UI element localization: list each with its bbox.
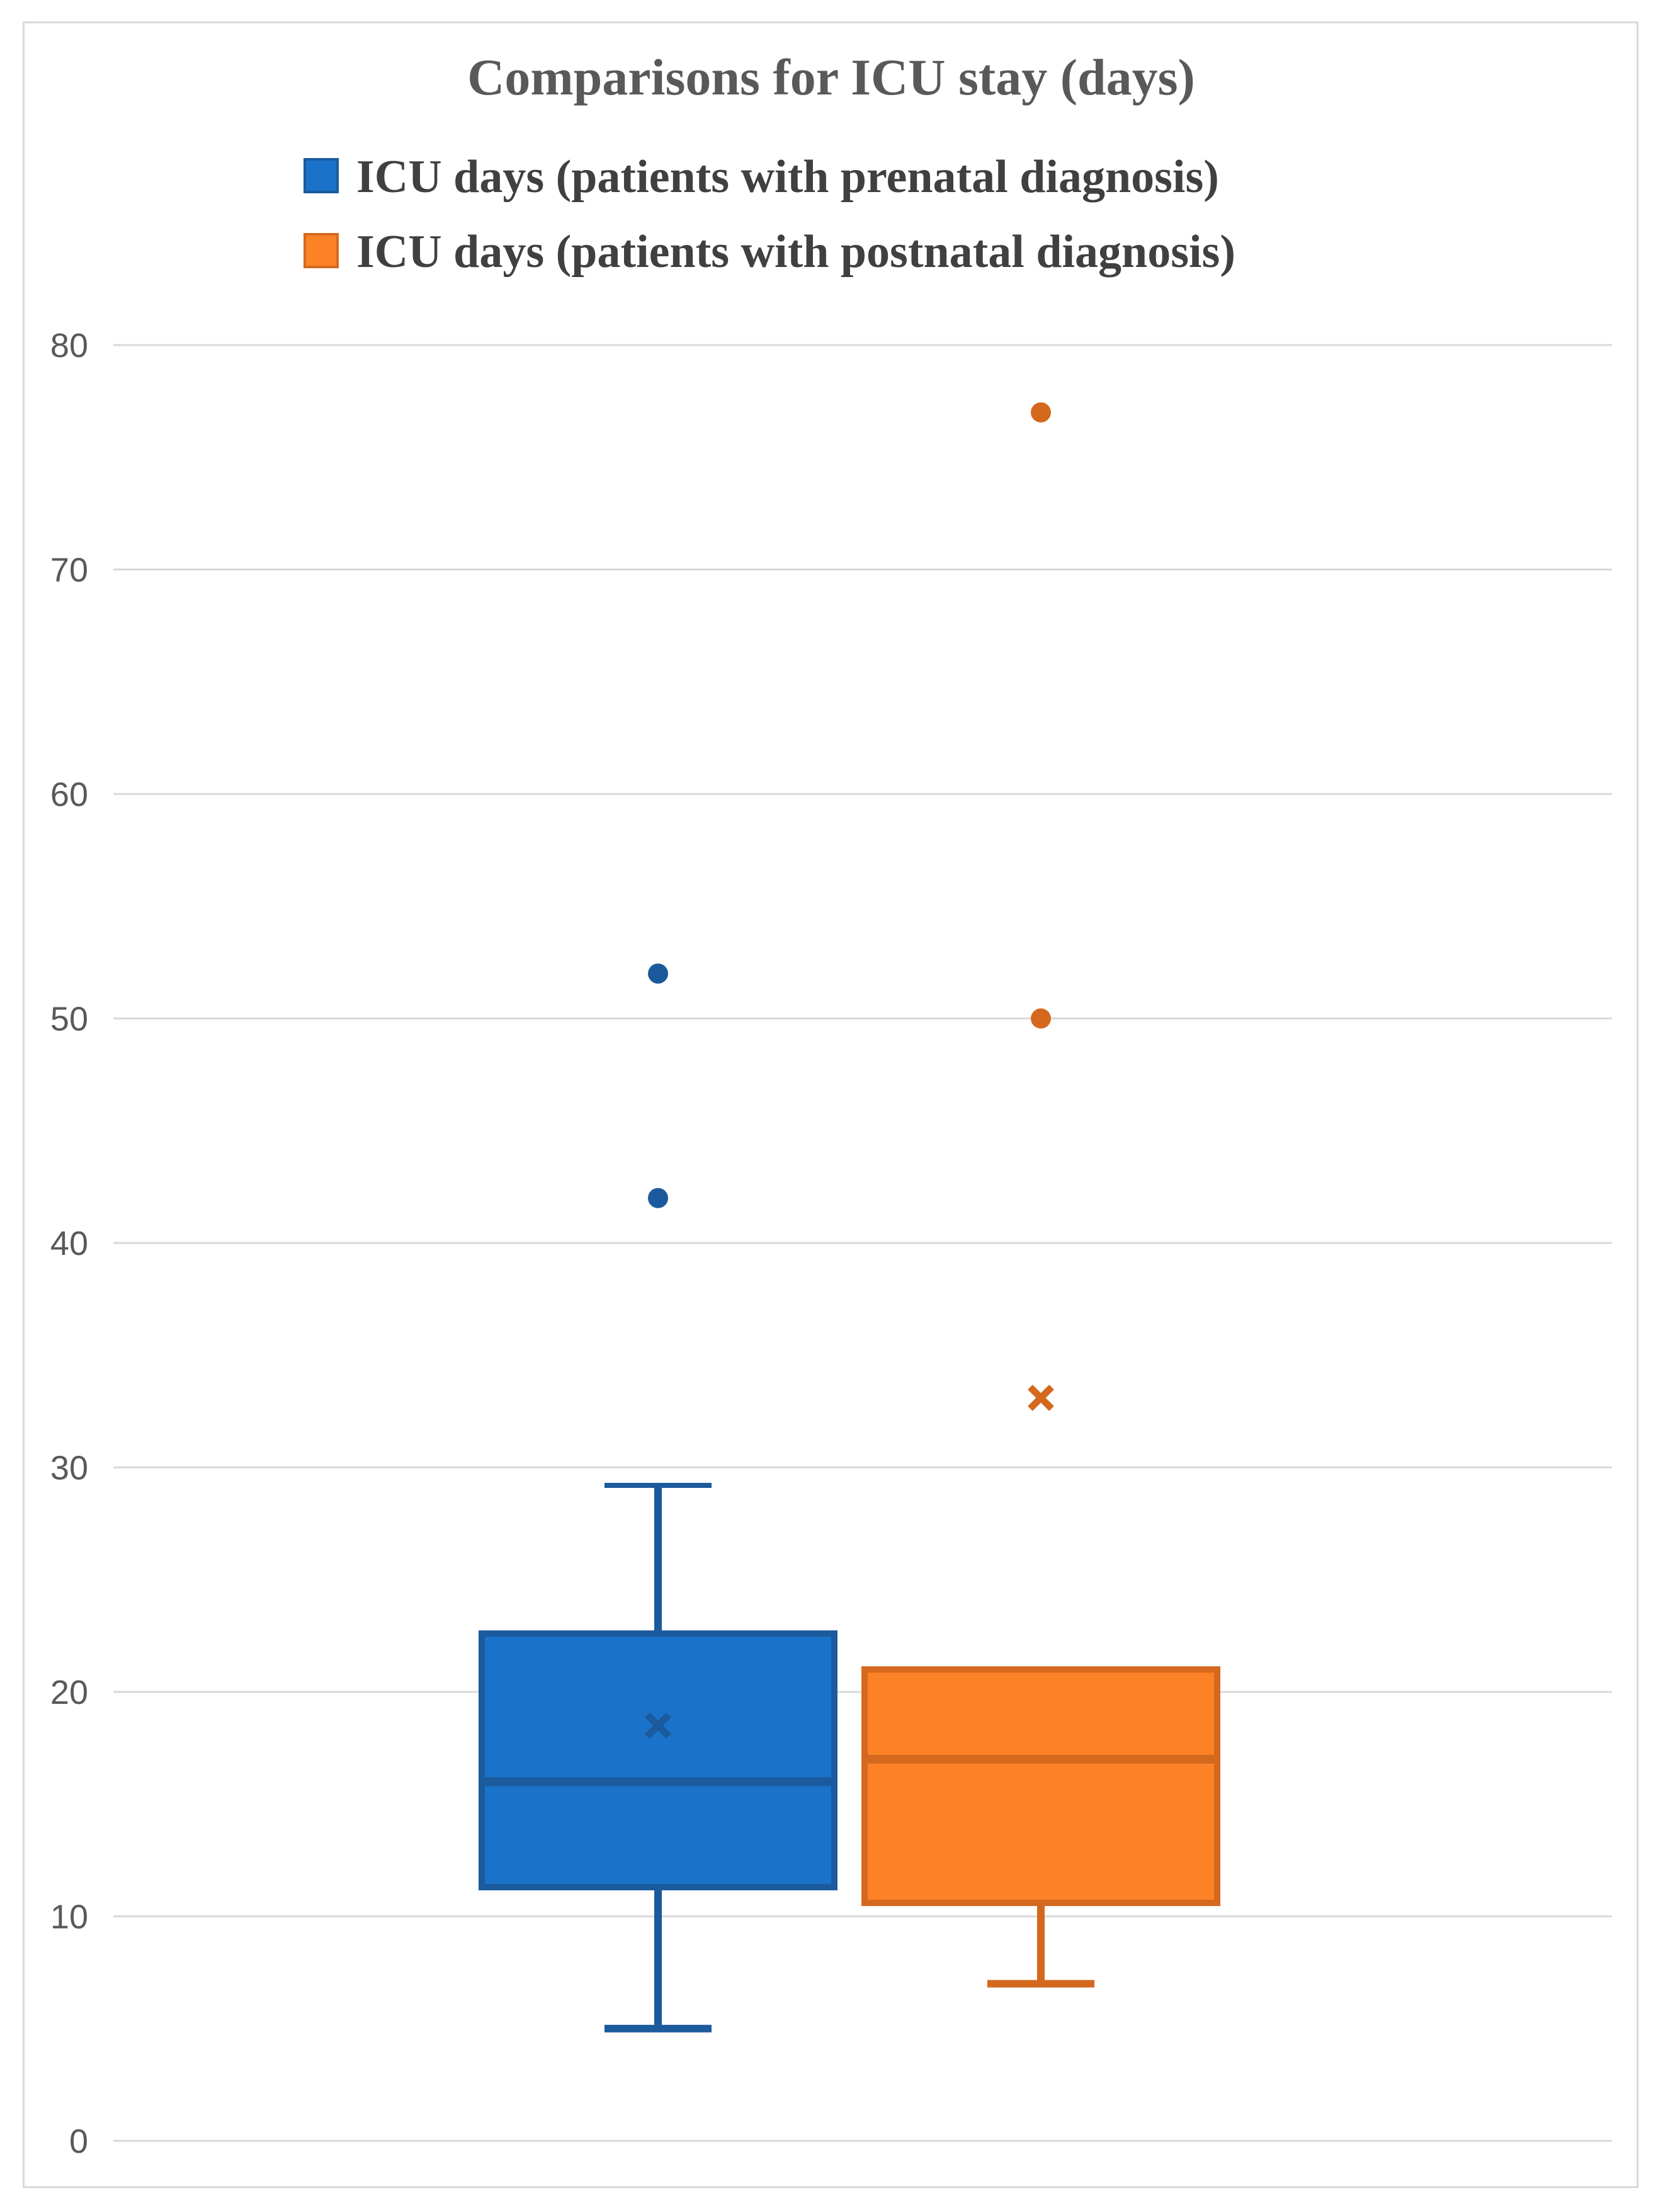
box-1 [861,1666,1220,1907]
y-tick-label-0: 0 [69,2123,88,2160]
mean-marker-stroke-b-1 [1028,1385,1054,1411]
outlier-0-1 [648,963,668,984]
gridlines [113,344,1612,2142]
legend-label-prenatal: ICU days (patients with prenatal diagnos… [356,151,1219,203]
y-tick-label-60: 60 [50,776,88,814]
mean-marker-1 [1028,1385,1054,1411]
mean-marker-0 [645,1712,671,1739]
box-series-1 [861,402,1220,1988]
box-0 [479,1630,837,1891]
y-tick-label-50: 50 [50,1001,88,1038]
y-tick-label-70: 70 [50,552,88,589]
box-series-0 [479,963,837,2033]
outlier-1-0 [1031,1008,1051,1029]
legend-label-postnatal: ICU days (patients with postnatal diagno… [356,226,1235,278]
y-axis-ticks: 0 10 20 30 40 50 60 70 80 [50,327,88,2160]
legend: ICU days (patients with prenatal diagnos… [304,151,1235,278]
y-tick-label-30: 30 [50,1449,88,1487]
legend-swatch-postnatal [304,233,339,268]
y-tick-label-80: 80 [50,327,88,365]
outlier-1-1 [1031,402,1051,423]
y-tick-label-40: 40 [50,1225,88,1262]
legend-swatch-prenatal [304,158,339,193]
chart-title: Comparisons for ICU stay (days) [467,48,1195,106]
mean-marker-stroke-b-0 [645,1712,671,1739]
y-tick-label-10: 10 [50,1898,88,1936]
y-tick-label-20: 20 [50,1674,88,1711]
outlier-0-0 [648,1188,668,1208]
box-plots [479,402,1220,2033]
